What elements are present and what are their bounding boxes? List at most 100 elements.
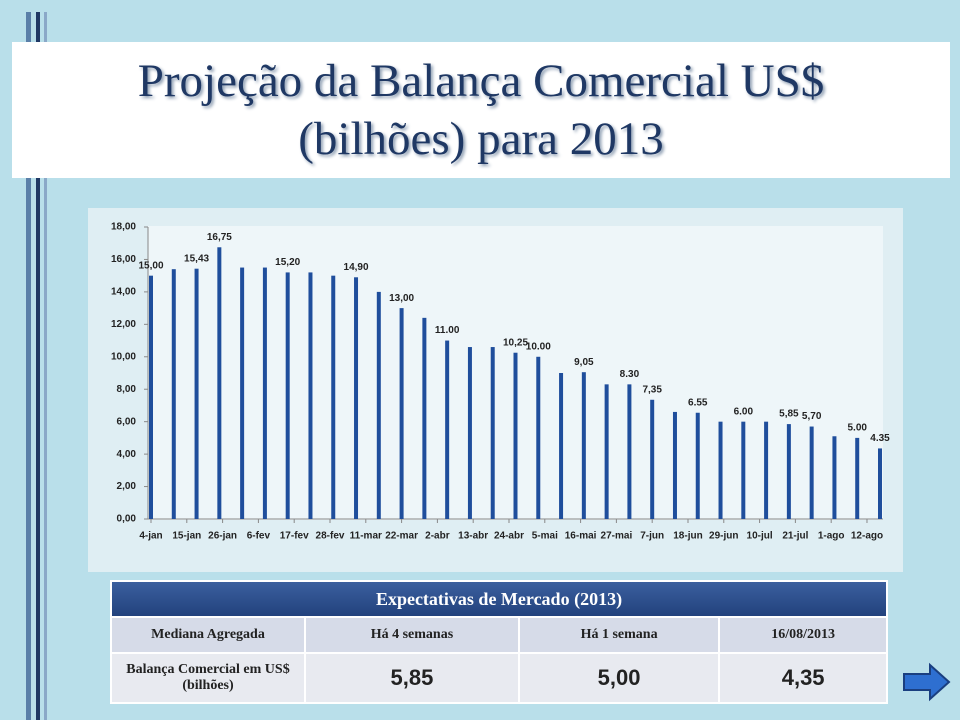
y-tick-label: 4,00	[117, 449, 137, 460]
bar	[695, 412, 700, 519]
value-label: 15,43	[184, 253, 209, 264]
value-label: 11.00	[435, 325, 460, 336]
value-label: 5.00	[847, 423, 867, 434]
bar	[285, 272, 290, 519]
bar	[171, 269, 176, 519]
x-tick-label: 26-jan	[208, 531, 237, 542]
bar	[809, 426, 814, 519]
bar	[240, 267, 245, 519]
x-tick-label: 17-fev	[280, 531, 309, 542]
bar	[581, 372, 586, 519]
stripe	[36, 12, 40, 720]
title-line: Projeção da Balança Comercial US$	[137, 55, 825, 107]
y-tick-label: 6,00	[117, 416, 137, 427]
bar	[832, 436, 837, 519]
bar	[376, 291, 381, 519]
x-tick-label: 2-abr	[425, 531, 450, 542]
x-tick-label: 29-jun	[709, 531, 738, 542]
bar	[672, 411, 677, 519]
value-label: 14,90	[344, 262, 369, 273]
x-tick-label: 11-mar	[350, 531, 382, 542]
value-label: 10.00	[526, 341, 551, 352]
x-tick-label: 21-jul	[782, 531, 808, 542]
header-cell: Há 1 semana	[517, 616, 721, 654]
cell: 5,00	[517, 652, 721, 704]
header-cell: Há 4 semanas	[304, 616, 520, 654]
bar	[559, 373, 564, 519]
bar	[308, 272, 313, 519]
y-tick-label: 0,00	[117, 514, 137, 525]
value-label: 9,05	[574, 357, 594, 368]
bar	[786, 424, 791, 519]
x-tick-label: 10-jul	[747, 531, 773, 542]
table-title: Expectativas de Mercado (2013)	[110, 580, 888, 618]
x-tick-label: 13-abr	[458, 531, 488, 542]
cell: 4,35	[718, 652, 888, 704]
bar	[149, 275, 153, 519]
x-tick-label: 1-ago	[818, 531, 845, 542]
y-tick-label: 12,00	[111, 319, 136, 330]
header-cell: Mediana Agregada	[110, 616, 306, 654]
bar	[764, 421, 769, 519]
bar	[627, 384, 632, 519]
x-tick-label: 15-jan	[172, 531, 201, 542]
value-label: 6.00	[734, 406, 754, 417]
x-tick-label: 18-jun	[673, 531, 702, 542]
value-label: 5,70	[802, 411, 822, 422]
y-tick-label: 14,00	[111, 287, 136, 298]
x-tick-label: 27-mai	[601, 531, 633, 542]
x-tick-label: 12-ago	[851, 531, 883, 542]
value-label: 15,20	[275, 257, 300, 268]
value-label: 7,35	[642, 384, 662, 395]
next-arrow[interactable]	[902, 662, 952, 702]
bar	[194, 268, 199, 519]
bar	[855, 437, 860, 519]
bar	[445, 340, 450, 519]
value-label: 10,25	[503, 337, 528, 348]
row-label: Balança Comercial em US$ (bilhões)	[110, 652, 306, 704]
stripe	[44, 12, 47, 720]
value-label: 13,00	[389, 293, 414, 304]
bar	[354, 277, 359, 519]
x-tick-label: 16-mai	[565, 531, 597, 542]
title-band: Projeção da Balança Comercial US$ (bilhõ…	[12, 42, 950, 178]
bar	[718, 421, 723, 519]
x-tick-label: 24-abr	[494, 531, 524, 542]
bar	[422, 317, 427, 519]
y-tick-label: 10,00	[111, 351, 136, 362]
bar	[217, 247, 222, 519]
x-tick-label: 6-fev	[247, 531, 271, 542]
bar	[513, 352, 518, 519]
bar	[536, 356, 541, 519]
y-tick-label: 8,00	[117, 384, 137, 395]
x-tick-label: 7-jun	[640, 531, 664, 542]
value-label: 15,00	[138, 260, 163, 271]
y-tick-label: 2,00	[117, 481, 137, 492]
chart-panel: 0,00 2,00 4,00 6,00 8,00 10,00 12,00 14,00 16,00…	[88, 208, 903, 572]
cell: 5,85	[304, 652, 520, 704]
bar	[878, 448, 882, 519]
bar	[604, 384, 609, 519]
y-tick-label: 18,00	[111, 222, 136, 233]
y-tick-label: 16,00	[111, 254, 136, 265]
bar	[262, 267, 267, 519]
title-line: (bilhões) para 2013	[298, 113, 664, 165]
bar	[399, 308, 404, 519]
bar	[467, 347, 472, 519]
bar	[650, 399, 655, 519]
stripe	[26, 12, 31, 720]
value-label: 4.35	[870, 433, 890, 444]
x-tick-label: 4-jan	[139, 531, 162, 542]
x-tick-label: 5-mai	[532, 531, 558, 542]
bar	[331, 275, 336, 519]
value-label: 5,85	[779, 409, 799, 420]
value-label: 8.30	[620, 369, 640, 380]
value-label: 6.55	[688, 397, 708, 408]
value-label: 16,75	[207, 232, 232, 243]
x-tick-label: 28-fev	[316, 531, 345, 542]
x-tick-label: 22-mar	[385, 531, 418, 542]
chart: 0,00 2,00 4,00 6,00 8,00 10,00 12,00 14,00 16,00…	[111, 222, 890, 542]
bar	[490, 347, 495, 519]
bar	[741, 421, 746, 519]
